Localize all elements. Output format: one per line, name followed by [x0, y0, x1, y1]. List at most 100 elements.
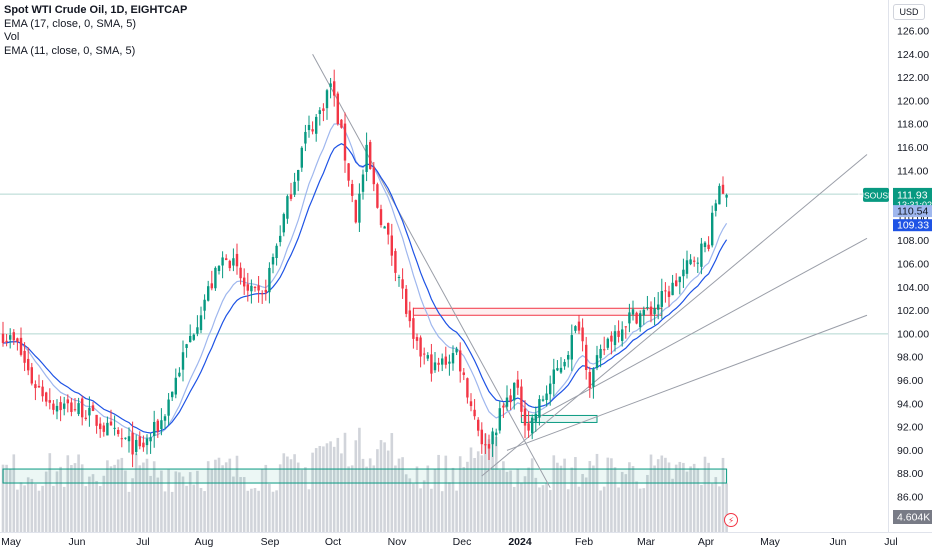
volume-bar: [678, 461, 682, 532]
alert-icon[interactable]: ⚡: [724, 513, 738, 527]
x-tick-label: Aug: [195, 536, 214, 548]
legend-symbol[interactable]: Spot WTI Crude Oil, 1D, EIGHTCAP: [4, 4, 188, 16]
volume-bar: [365, 466, 368, 532]
candle-body: [282, 214, 285, 233]
volume-bar: [671, 478, 674, 532]
legend-volume[interactable]: Vol: [4, 31, 20, 43]
candle-body: [466, 378, 469, 398]
volume-bar: [1, 464, 5, 532]
volume-bar: [368, 458, 372, 532]
candle-body: [358, 193, 361, 223]
legend-ema-17[interactable]: EMA (17, close, 0, SMA, 5): [4, 17, 137, 30]
volume-bar: [563, 458, 566, 532]
volume-bar: [440, 491, 444, 532]
volume-bar: [170, 491, 174, 532]
candle-body: [383, 226, 386, 229]
volume-bar: [667, 462, 671, 532]
volume-bar: [642, 488, 646, 532]
candle-body: [415, 337, 419, 341]
y-tick-label: 92.00: [897, 422, 923, 434]
volume-bars: [1, 427, 728, 532]
volume-bar: [80, 464, 84, 532]
candle-body: [117, 430, 120, 435]
candle-body: [451, 353, 455, 364]
volume-bar: [322, 446, 325, 532]
currency-button[interactable]: USD: [893, 4, 925, 20]
volume-bar: [588, 461, 592, 532]
candle-body: [203, 299, 206, 311]
candle-body: [538, 399, 541, 418]
volume-bar: [613, 467, 617, 532]
volume-bar: [106, 460, 109, 532]
candle-body: [635, 312, 638, 324]
candle-body: [455, 348, 458, 353]
volume-bar: [145, 458, 149, 532]
volume-bar: [275, 490, 278, 532]
volume-bar: [163, 491, 167, 532]
candle-body: [246, 284, 249, 291]
candle-body: [275, 245, 278, 259]
volume-bar: [512, 486, 516, 532]
volume-bar: [199, 487, 203, 532]
candle-body: [30, 367, 33, 384]
candle-body: [480, 429, 483, 445]
volume-bar: [66, 455, 70, 532]
volume-bar: [242, 477, 246, 532]
candle-body: [491, 431, 494, 445]
candle-body: [711, 212, 714, 246]
volume-bar: [131, 478, 134, 532]
candle-body: [268, 267, 271, 293]
volume-bar: [541, 485, 545, 532]
candle-body: [286, 196, 289, 219]
volume-bar: [91, 474, 95, 532]
volume-bar: [307, 489, 311, 532]
volume-bar: [700, 484, 703, 532]
volume-bar: [77, 454, 80, 532]
candle-body: [365, 144, 368, 172]
volume-bar: [178, 472, 181, 532]
candle-body: [448, 361, 451, 364]
candle-body: [253, 287, 257, 289]
x-tick-label: May: [1, 536, 22, 548]
candle-body: [113, 427, 116, 429]
volume-bar: [62, 486, 66, 532]
countdown-label: 13:31:02: [897, 200, 932, 210]
volume-bar: [559, 465, 563, 532]
legend-ema-11[interactable]: EMA (11, close, 0, SMA, 5): [4, 44, 136, 57]
volume-bar: [653, 465, 656, 532]
candle-body: [257, 285, 260, 291]
candle-body: [145, 438, 149, 446]
volume-bar: [8, 468, 12, 532]
volume-bar: [466, 461, 469, 532]
volume-bar: [538, 487, 541, 532]
x-tick-label: Jul: [136, 536, 149, 548]
volume-bar: [16, 489, 19, 532]
candle-body: [405, 288, 408, 314]
volume-bar: [707, 462, 710, 532]
volume-bar: [311, 452, 314, 532]
candle-body: [37, 385, 41, 388]
candle-body: [329, 83, 332, 88]
candle-body: [279, 235, 282, 243]
y-tick-label: 114.00: [897, 165, 928, 177]
volume-bar: [343, 432, 347, 532]
candle-body: [444, 356, 447, 365]
candle-body: [41, 386, 44, 397]
volume-bar: [253, 488, 257, 532]
candle-body: [261, 293, 264, 295]
x-axis: May Jun Jul Aug Sep Oct Nov Dec 2024 Feb Mar Apr May…: [1, 536, 898, 548]
candle-body: [610, 335, 613, 342]
volume-bar: [480, 455, 484, 532]
volume-bar: [606, 457, 610, 532]
volume-bar: [329, 441, 332, 532]
x-tick-label: Nov: [388, 536, 407, 548]
x-tick-label: Oct: [325, 536, 341, 548]
volume-bar: [534, 477, 538, 532]
volume-bar: [725, 483, 728, 532]
candle-body: [531, 417, 534, 434]
candle-body: [196, 327, 199, 334]
y-tick-label: 118.00: [897, 119, 928, 131]
y-tick-label: 108.00: [897, 235, 929, 247]
volume-bar: [419, 488, 422, 532]
